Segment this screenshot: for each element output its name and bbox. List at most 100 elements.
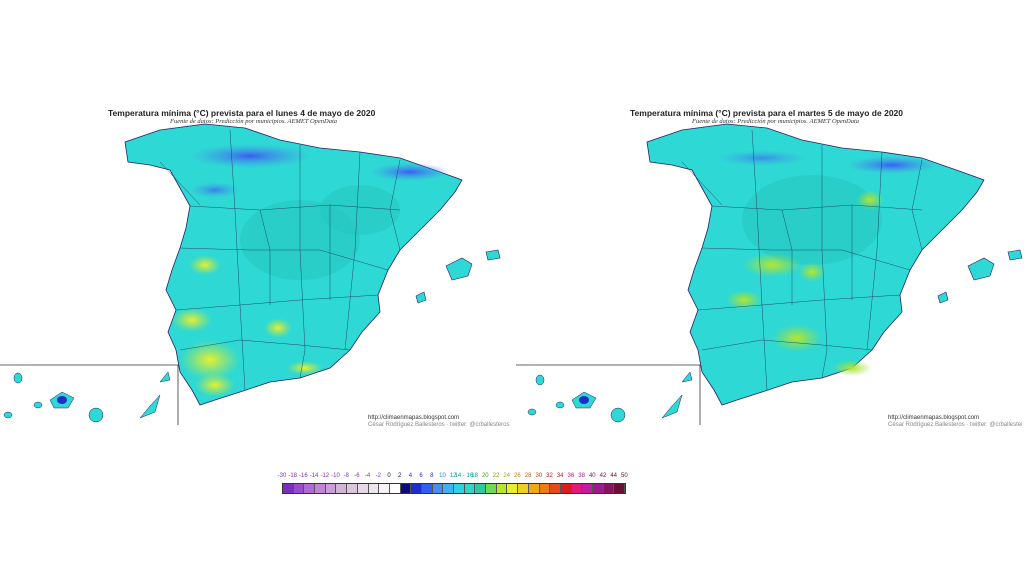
- mallorca-shape: [445, 257, 473, 281]
- canary-island: [535, 374, 545, 386]
- legend-label: 20: [481, 473, 489, 479]
- map-panel-tuesday: Temperatura mínima (°C) prevista para el…: [512, 100, 1024, 430]
- menorca-shape: [485, 249, 501, 261]
- legend-swatch: [518, 484, 529, 493]
- spain-temperature-map: [0, 123, 501, 425]
- legend-label: -2: [375, 473, 381, 479]
- legend-label: 36: [567, 473, 575, 479]
- legend-label: -10: [331, 473, 340, 479]
- credit-author: César Rodríguez Ballesteros · twitter: @…: [368, 422, 510, 428]
- legend-swatch: [400, 484, 412, 493]
- legend-swatch: [528, 484, 540, 493]
- spain-temperature-map: [516, 123, 1023, 425]
- province-borders: [159, 129, 401, 391]
- map-title: Temperatura mínima (°C) prevista para el…: [630, 108, 903, 118]
- canary-island: [527, 408, 537, 416]
- legend-swatch: [357, 484, 369, 493]
- legend-label: 12: [449, 473, 457, 479]
- legend-swatch: [454, 484, 465, 493]
- canary-island: [681, 371, 693, 383]
- legend-swatch: [283, 484, 294, 493]
- legend-label: 14 - 16: [454, 473, 474, 479]
- legend-label: 2: [398, 473, 402, 479]
- legend-labels: -30 -18 -16 -14 -12 -10 -8 -6 -4 -2 0 2 4 6 8 10 12 14 - …: [278, 471, 628, 483]
- province-borders: [681, 129, 923, 391]
- legend-swatch: [507, 484, 519, 493]
- legend-swatch: [421, 484, 433, 493]
- legend-label: -4: [364, 473, 371, 479]
- legend-label: 30: [535, 473, 543, 479]
- legend-label: -8: [343, 473, 349, 479]
- canary-island: [3, 411, 13, 419]
- legend-label: 38: [578, 473, 585, 479]
- legend-swatch: [304, 484, 316, 493]
- legend-label: -18: [288, 473, 298, 479]
- legend-swatch: [603, 484, 615, 493]
- legend-swatch: [592, 484, 604, 493]
- canary-island: [88, 407, 104, 423]
- legend-label: 18: [471, 473, 478, 479]
- legend-swatch: [614, 484, 625, 493]
- legend-label: 32: [546, 473, 553, 479]
- canary-island: [139, 394, 161, 419]
- legend-swatch: [539, 484, 551, 493]
- legend-swatch: [389, 484, 401, 493]
- legend-label: 26: [514, 473, 521, 479]
- legend-swatch: [486, 484, 497, 493]
- legend-label: -6: [354, 473, 360, 479]
- legend-label: 34: [556, 473, 564, 479]
- legend-swatch: [550, 484, 561, 493]
- legend-label: -12: [320, 473, 330, 479]
- legend-swatch: [432, 484, 444, 493]
- legend-label: 44: [610, 473, 618, 479]
- legend-swatch: [571, 484, 583, 493]
- ibiza-shape: [415, 291, 427, 304]
- canary-island: [159, 371, 171, 383]
- legend-label: -14: [309, 473, 319, 479]
- canary-island: [13, 372, 23, 384]
- legend-swatch: [411, 484, 422, 493]
- credit-url: http://climaenmapas.blogspot.com: [368, 415, 460, 421]
- legend-label: 42: [599, 473, 607, 479]
- canary-island: [555, 401, 565, 409]
- canary-island: [33, 401, 43, 409]
- legend-label: 4: [408, 473, 413, 479]
- legend-label: 28: [524, 473, 532, 479]
- legend-label: 0: [387, 473, 391, 479]
- legend-swatch: [475, 484, 487, 493]
- legend-label: 22: [492, 473, 500, 479]
- legend-swatch: [464, 484, 476, 493]
- legend-label: -16: [299, 473, 308, 479]
- legend-swatch: [315, 484, 326, 493]
- legend-swatch: [368, 484, 380, 493]
- canary-island: [661, 394, 683, 419]
- menorca-shape: [1007, 249, 1023, 261]
- legend-swatch: [496, 484, 508, 493]
- map-source: Fuente de datos: Predicción por municipi…: [692, 118, 860, 125]
- map-panel-monday: Temperatura mínima (°C) prevista para el…: [0, 100, 512, 430]
- map-source: Fuente de datos: Predicción por municipi…: [170, 118, 338, 125]
- legend-label: 40: [588, 473, 596, 479]
- legend-label: -30: [277, 473, 287, 479]
- legend-bar: [282, 483, 627, 494]
- mallorca-shape: [967, 257, 995, 281]
- legend-label: 24: [503, 473, 511, 479]
- legend-label: 10: [439, 473, 446, 479]
- temperature-color-legend: -30 -18 -16 -14 -12 -10 -8 -6 -4 -2 0 2 4 6 8 10 12 14 - …: [278, 471, 628, 494]
- legend-swatch: [443, 484, 454, 493]
- legend-swatch: [325, 484, 337, 493]
- credit-author: César Rodríguez Ballesteros · twitter: @…: [888, 422, 1022, 428]
- legend-swatch: [379, 484, 390, 493]
- legend-label: 8: [430, 473, 434, 479]
- legend-swatch: [560, 484, 572, 493]
- legend-label: 50: [621, 473, 628, 479]
- legend-swatch: [347, 484, 358, 493]
- canary-island: [610, 407, 626, 423]
- legend-label: 6: [419, 473, 423, 479]
- legend-swatch: [293, 484, 305, 493]
- credit-url: http://climaenmapas.blogspot.com: [888, 415, 980, 421]
- legend-swatch: [582, 484, 593, 493]
- map-title: Temperatura mínima (°C) prevista para el…: [108, 108, 376, 118]
- legend-swatch: [336, 484, 348, 493]
- ibiza-shape: [937, 291, 949, 304]
